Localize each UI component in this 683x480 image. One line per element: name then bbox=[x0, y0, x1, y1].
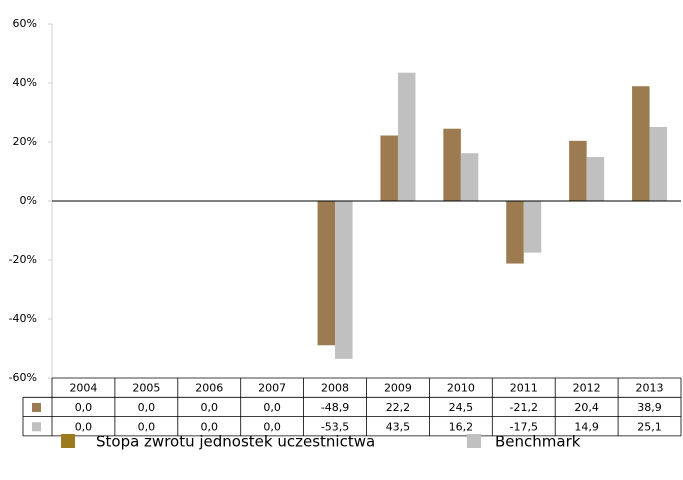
bar bbox=[632, 86, 650, 201]
x-tick-label: 2006 bbox=[195, 382, 223, 395]
table-value: 43,5 bbox=[386, 420, 411, 433]
y-tick-label: 20% bbox=[13, 135, 37, 148]
table-value: 0,0 bbox=[138, 420, 156, 433]
bar bbox=[380, 135, 398, 201]
table-value: 0,0 bbox=[75, 420, 93, 433]
table-legend-marker bbox=[32, 402, 41, 412]
bar bbox=[569, 140, 587, 201]
bar bbox=[586, 157, 605, 201]
table-value: -48,9 bbox=[321, 401, 349, 414]
y-tick-label: -40% bbox=[9, 312, 37, 325]
table-value: 25,1 bbox=[637, 420, 662, 433]
y-tick-label: 0% bbox=[20, 194, 37, 207]
x-tick-label: 2004 bbox=[69, 382, 97, 395]
table-value: 14,9 bbox=[574, 420, 599, 433]
table-value: 0,0 bbox=[263, 420, 281, 433]
legend-label: Benchmark bbox=[495, 433, 581, 451]
y-tick-label: -60% bbox=[9, 371, 37, 384]
x-tick-label: 2007 bbox=[258, 382, 286, 395]
table-value: 20,4 bbox=[574, 401, 599, 414]
table-value: 0,0 bbox=[201, 401, 219, 414]
table-value: -53,5 bbox=[321, 420, 349, 433]
bar bbox=[317, 201, 336, 346]
table-value: 0,0 bbox=[263, 401, 281, 414]
bar bbox=[335, 201, 353, 359]
table-value: -17,5 bbox=[510, 420, 538, 433]
x-tick-label: 2009 bbox=[384, 382, 412, 395]
bar bbox=[649, 126, 668, 201]
legend-marker bbox=[467, 434, 481, 448]
table-value: 0,0 bbox=[138, 401, 156, 414]
bar bbox=[506, 201, 524, 264]
y-tick-label: 40% bbox=[13, 76, 37, 89]
x-tick-label: 2005 bbox=[132, 382, 160, 395]
bar bbox=[523, 201, 542, 253]
bar bbox=[443, 128, 461, 201]
table-value: 24,5 bbox=[449, 401, 474, 414]
legend-marker bbox=[61, 434, 75, 448]
x-tick-label: 2011 bbox=[510, 382, 538, 395]
legend-label: Stopa zwrotu jednostek uczestnictwa bbox=[96, 433, 375, 451]
table-value: 16,2 bbox=[449, 420, 474, 433]
table-value: 0,0 bbox=[75, 401, 93, 414]
table-value: 38,9 bbox=[637, 401, 662, 414]
x-tick-label: 2013 bbox=[636, 382, 664, 395]
x-tick-label: 2008 bbox=[321, 382, 349, 395]
table-legend-marker bbox=[32, 422, 41, 432]
bar bbox=[397, 72, 416, 201]
bar bbox=[460, 153, 479, 201]
y-tick-label: 60% bbox=[13, 17, 37, 30]
x-tick-label: 2012 bbox=[573, 382, 601, 395]
table-value: 22,2 bbox=[386, 401, 411, 414]
table-value: -21,2 bbox=[510, 401, 538, 414]
table-value: 0,0 bbox=[201, 420, 219, 433]
x-tick-label: 2010 bbox=[447, 382, 475, 395]
y-tick-label: -20% bbox=[9, 253, 37, 266]
